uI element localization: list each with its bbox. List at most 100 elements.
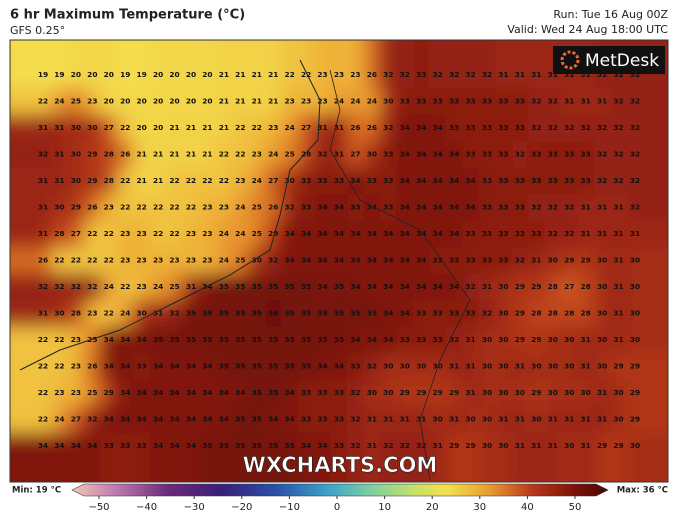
heat-cell [347, 247, 365, 275]
cell-value: 31 [153, 309, 163, 318]
cell-value: 23 [285, 97, 295, 106]
cell-value: 23 [301, 97, 311, 106]
heat-cell [117, 353, 134, 381]
heat-cell [445, 379, 463, 407]
cell-value: 33 [416, 97, 426, 106]
cell-value: 20 [137, 123, 147, 132]
cell-value: 31 [334, 123, 344, 132]
cell-value: 29 [449, 388, 459, 397]
heat-cell [593, 273, 611, 301]
cell-value: 34 [169, 441, 179, 450]
heat-cell [380, 247, 398, 275]
cell-value: 31 [54, 150, 64, 159]
heat-cell [232, 88, 250, 116]
cell-value: 31 [367, 441, 377, 450]
heat-cell [363, 40, 381, 89]
heat-cell [215, 114, 233, 142]
cell-value: 31 [531, 441, 541, 450]
heat-cell [84, 326, 102, 354]
cell-value: 33 [498, 229, 508, 238]
heat-cell [199, 300, 217, 328]
heat-cell [495, 40, 513, 89]
heat-cell [511, 353, 529, 381]
heat-cell [10, 220, 52, 248]
heat-cell [330, 379, 348, 407]
cell-value: 21 [235, 70, 245, 79]
cell-value: 22 [54, 256, 64, 265]
heat-cell [248, 114, 266, 142]
heat-cell [495, 114, 513, 142]
cell-value: 28 [301, 150, 311, 159]
cell-value: 34 [449, 176, 459, 185]
cell-value: 26 [87, 203, 97, 212]
heat-cell [462, 379, 480, 407]
cell-value: 26 [350, 123, 360, 132]
heat-cell [297, 273, 315, 301]
heat-cell [429, 432, 447, 482]
cell-value: 32 [350, 415, 360, 424]
cell-value: 33 [433, 309, 443, 318]
cell-value: 30 [71, 150, 81, 159]
heat-cell [330, 40, 348, 89]
heat-cell [363, 114, 381, 142]
heat-cell [67, 353, 85, 381]
cell-value: 25 [235, 256, 245, 265]
heat-cell [199, 40, 217, 89]
heat-cell [396, 247, 414, 275]
heat-cell [215, 40, 233, 89]
heat-cell [478, 326, 496, 354]
cell-value: 34 [400, 282, 410, 291]
heat-cell [117, 432, 134, 482]
cell-value: 33 [400, 97, 410, 106]
heat-cell [577, 326, 595, 354]
cell-value: 34 [202, 362, 212, 371]
cell-value: 31 [581, 70, 591, 79]
cell-value: 32 [87, 415, 97, 424]
cell-value: 34 [416, 150, 426, 159]
model: GFS 0.25° [10, 24, 65, 37]
heat-cell [265, 40, 282, 89]
heat-cell [561, 141, 578, 169]
heat-cell [281, 379, 299, 407]
cell-value: 34 [449, 150, 459, 159]
heat-cell [265, 141, 282, 169]
heat-cell [297, 353, 315, 381]
cell-value: 22 [87, 229, 97, 238]
heat-cell [248, 40, 266, 89]
heat-cell [149, 432, 167, 482]
logo: MetDesk [585, 51, 659, 71]
logo-icon [560, 50, 580, 70]
heat-cell [281, 326, 299, 354]
heat-cell [117, 379, 134, 407]
cell-value: 21 [169, 123, 179, 132]
cell-value: 21 [137, 150, 147, 159]
heat-cell [199, 114, 217, 142]
cell-value: 31 [515, 70, 525, 79]
cell-value: 23 [235, 176, 245, 185]
cell-value: 30 [71, 123, 81, 132]
cell-value: 21 [169, 150, 179, 159]
cell-value: 23 [219, 203, 229, 212]
heat-cell [396, 167, 414, 195]
cell-value: 28 [581, 309, 591, 318]
heat-cell [593, 114, 611, 142]
heat-cell [396, 141, 414, 169]
heat-cell [363, 326, 381, 354]
heat-cell [117, 194, 134, 222]
cell-value: 30 [383, 97, 393, 106]
heat-cell [478, 273, 496, 301]
heat-cell [281, 273, 299, 301]
heat-cell [297, 379, 315, 407]
cell-value: 21 [268, 70, 278, 79]
heat-cell [445, 40, 463, 89]
cell-value: 35 [235, 282, 245, 291]
cell-value: 22 [219, 150, 229, 159]
cell-value: 30 [548, 362, 558, 371]
heat-cell [199, 194, 217, 222]
cell-value: 32 [548, 123, 558, 132]
heat-cell [51, 326, 69, 354]
heat-cell [117, 273, 134, 301]
cell-value: 33 [350, 203, 360, 212]
heat-cell [347, 141, 365, 169]
cell-value: 31 [581, 335, 591, 344]
